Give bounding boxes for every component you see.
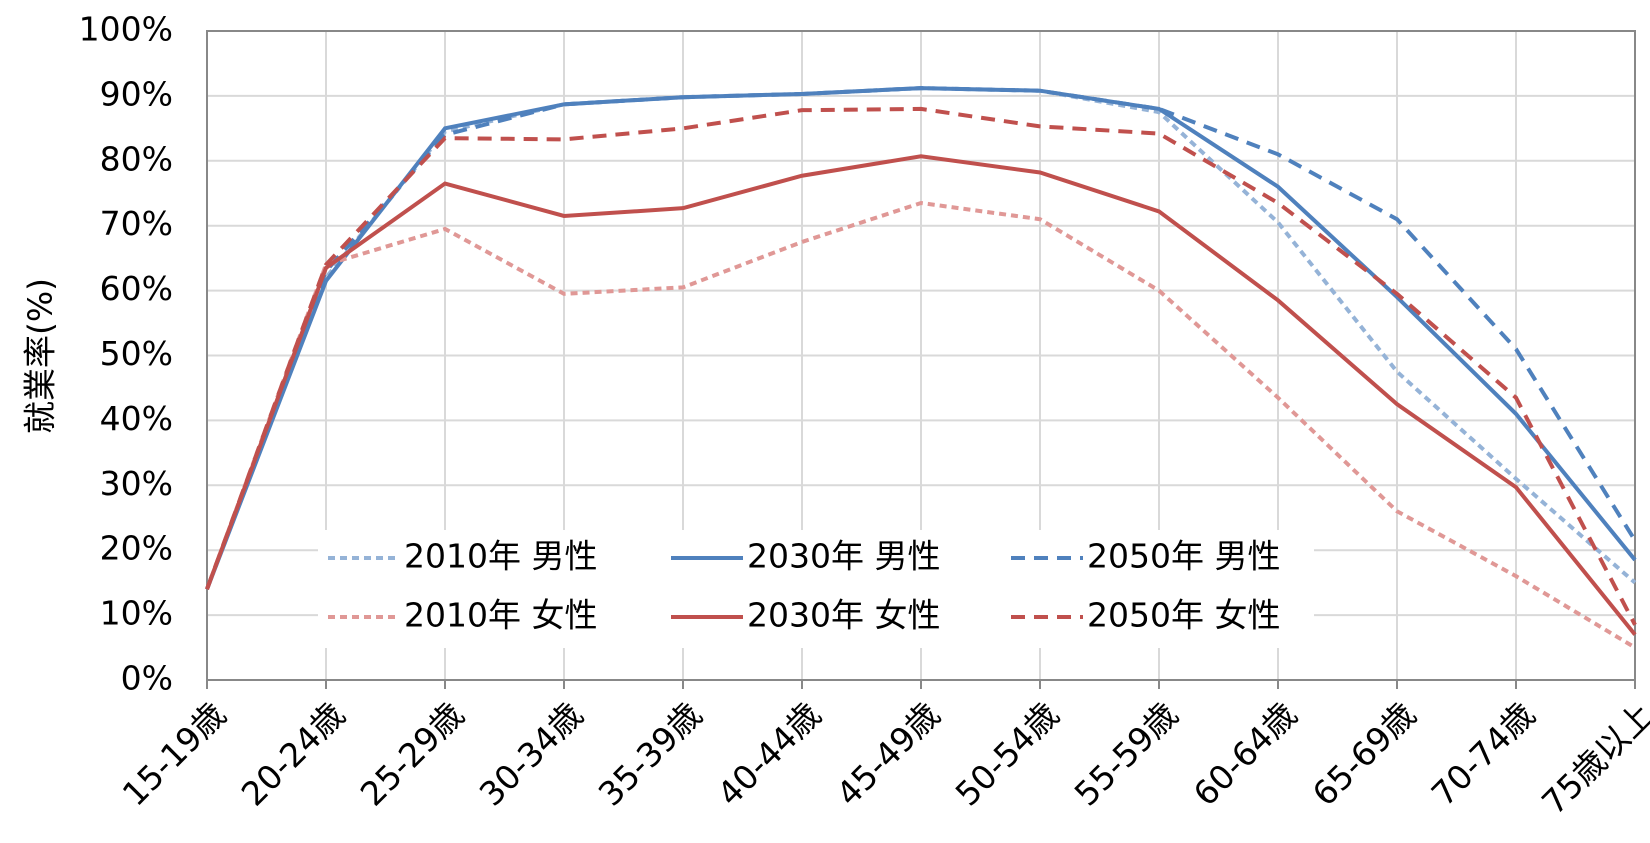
x-tick-label: 30-34歳 xyxy=(472,695,591,814)
y-tick-label: 20% xyxy=(100,529,173,568)
legend-label: 2010年 男性 xyxy=(404,537,597,576)
x-tick-label: 55-59歳 xyxy=(1067,695,1186,814)
legend-label: 2050年 女性 xyxy=(1087,596,1280,635)
y-tick-label: 60% xyxy=(100,269,173,308)
legend-label: 2030年 女性 xyxy=(747,596,940,635)
x-tick-label: 75歳以上 xyxy=(1534,695,1650,822)
x-tick-label: 70-74歳 xyxy=(1424,695,1543,814)
y-tick-label: 100% xyxy=(79,10,173,49)
x-tick-label: 20-24歳 xyxy=(234,695,353,814)
x-tick-label: 15-19歳 xyxy=(115,695,234,814)
series-line xyxy=(205,154,1637,636)
x-tick-label: 65-69歳 xyxy=(1305,695,1424,814)
x-tick-label: 60-64歳 xyxy=(1186,695,1305,814)
series-line xyxy=(205,200,1637,650)
y-tick-label: 50% xyxy=(100,334,173,373)
legend-box xyxy=(318,530,1314,648)
y-axis-label: 就業率(%) xyxy=(21,278,60,434)
x-tick-label: 40-44歳 xyxy=(710,695,829,814)
x-tick-label: 35-39歳 xyxy=(591,695,710,814)
legend-label: 2050年 男性 xyxy=(1087,537,1280,576)
x-tick-label: 45-49歳 xyxy=(829,695,948,814)
y-tick-label: 10% xyxy=(100,594,173,633)
legend-label: 2010年 女性 xyxy=(404,596,597,635)
y-tick-label: 0% xyxy=(121,659,173,698)
y-tick-label: 90% xyxy=(100,74,173,113)
y-tick-label: 70% xyxy=(100,204,173,243)
series-line xyxy=(205,86,1637,590)
y-tick-label: 80% xyxy=(100,139,173,178)
plot-border xyxy=(206,30,1636,681)
series-line xyxy=(205,106,1637,626)
x-tick-label: 25-29歳 xyxy=(353,695,472,814)
y-tick-label: 30% xyxy=(100,464,173,503)
legend-label: 2030年 男性 xyxy=(747,537,940,576)
y-tick-label: 40% xyxy=(100,399,173,438)
x-tick-label: 50-54歳 xyxy=(948,695,1067,814)
